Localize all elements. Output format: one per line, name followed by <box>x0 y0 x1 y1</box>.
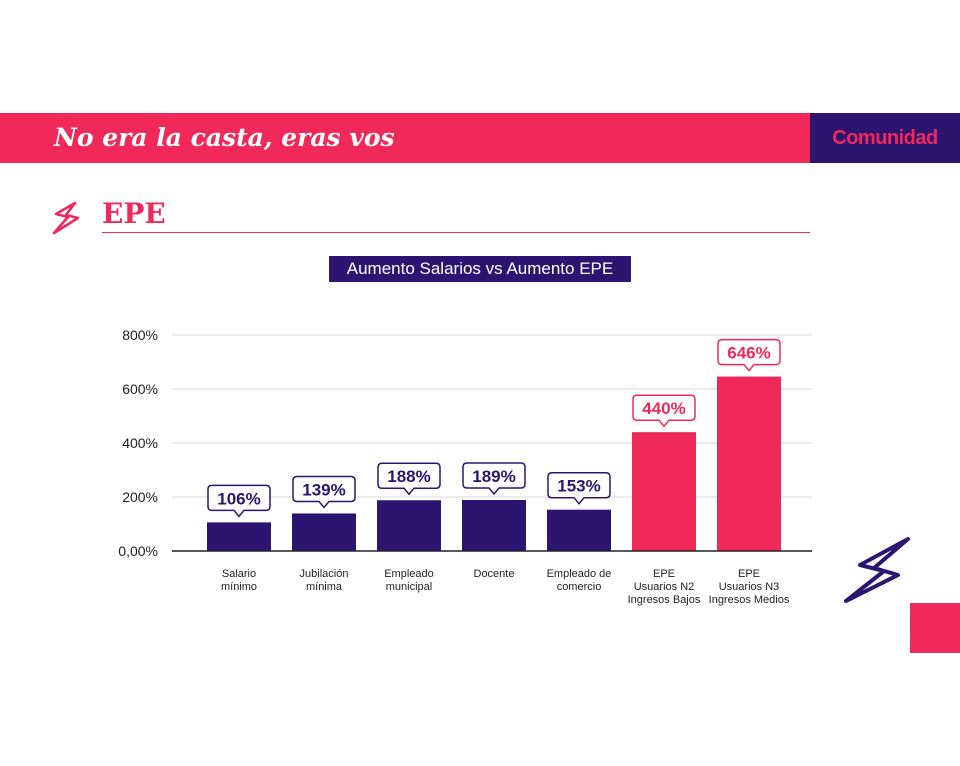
bar <box>717 376 781 551</box>
data-label: 106% <box>217 489 260 508</box>
y-tick-label: 600% <box>122 381 158 397</box>
bar <box>207 522 271 551</box>
x-tick-label: Salario <box>222 568 256 580</box>
x-tick-label: Usuarios N3 <box>719 581 780 593</box>
decorative-square <box>910 603 960 653</box>
lightning-bolt-icon <box>52 201 80 235</box>
data-label-callout <box>377 462 441 496</box>
x-tick-label: EPE <box>653 568 675 580</box>
bar <box>377 500 441 551</box>
brand-box: Comunidad <box>810 113 960 163</box>
x-tick-label: Ingresos Bajos <box>628 594 701 606</box>
data-label-callout <box>462 462 526 496</box>
y-tick-label: 200% <box>122 489 158 505</box>
section-title: EPE <box>102 197 166 230</box>
data-label-callout <box>547 471 611 505</box>
bar <box>632 432 696 551</box>
x-tick-label: Ingresos Medios <box>709 594 790 606</box>
bar <box>547 509 611 551</box>
data-label: 153% <box>557 477 600 496</box>
brand-logo: Comunidad <box>832 127 938 149</box>
x-tick-label: Jubilación <box>300 568 349 580</box>
page-title: No era la casta, eras vos <box>54 123 395 152</box>
bar <box>462 499 526 551</box>
bar <box>292 513 356 551</box>
y-tick-label: 400% <box>122 435 158 451</box>
x-tick-label: EPE <box>738 568 760 580</box>
data-label: 646% <box>727 344 770 363</box>
y-tick-label: 0,00% <box>118 543 158 559</box>
data-label: 188% <box>387 467 430 486</box>
section-divider <box>102 232 810 233</box>
x-tick-label: mínima <box>306 581 343 593</box>
x-tick-label: municipal <box>386 581 432 593</box>
data-label-callout <box>207 484 271 518</box>
x-tick-label: Empleado <box>384 568 434 580</box>
chart-title: Aumento Salarios vs Aumento EPE <box>329 256 631 282</box>
header-banner: No era la casta, eras vos <box>0 113 810 163</box>
data-label: 189% <box>472 467 515 486</box>
y-tick-label: 800% <box>122 327 158 343</box>
data-label: 139% <box>302 480 345 499</box>
x-tick-label: Usuarios N2 <box>634 581 695 593</box>
data-label-callout <box>717 338 781 372</box>
x-tick-label: comercio <box>557 581 602 593</box>
data-label-callout <box>632 394 696 428</box>
data-label-callout <box>292 475 356 509</box>
x-tick-label: Docente <box>474 568 515 580</box>
x-tick-label: Empleado de <box>547 568 612 580</box>
decorative-bolt-icon <box>844 537 910 603</box>
data-label: 440% <box>642 399 685 418</box>
x-tick-label: mínimo <box>221 581 257 593</box>
